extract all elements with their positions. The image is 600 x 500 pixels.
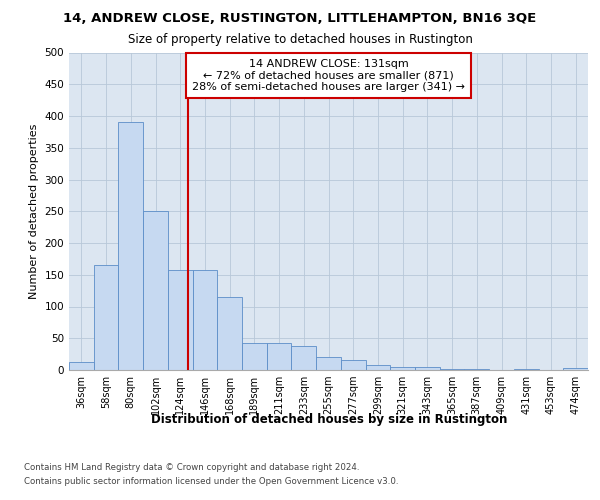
- Bar: [118, 122, 143, 370]
- Text: 14 ANDREW CLOSE: 131sqm
← 72% of detached houses are smaller (871)
28% of semi-d: 14 ANDREW CLOSE: 131sqm ← 72% of detache…: [192, 59, 465, 92]
- Bar: [193, 270, 217, 370]
- Text: Contains public sector information licensed under the Open Government Licence v3: Contains public sector information licen…: [24, 478, 398, 486]
- Bar: [168, 270, 193, 370]
- Bar: [390, 367, 415, 370]
- Bar: [415, 368, 440, 370]
- Y-axis label: Number of detached properties: Number of detached properties: [29, 124, 39, 299]
- Bar: [365, 365, 390, 370]
- Text: Distribution of detached houses by size in Rustington: Distribution of detached houses by size …: [151, 412, 507, 426]
- Text: Size of property relative to detached houses in Rustington: Size of property relative to detached ho…: [128, 32, 472, 46]
- Bar: [316, 358, 341, 370]
- Bar: [341, 360, 365, 370]
- Bar: [440, 368, 464, 370]
- Bar: [143, 211, 168, 370]
- Bar: [242, 342, 267, 370]
- Text: Contains HM Land Registry data © Crown copyright and database right 2024.: Contains HM Land Registry data © Crown c…: [24, 462, 359, 471]
- Bar: [292, 346, 316, 370]
- Bar: [267, 342, 292, 370]
- Bar: [563, 368, 588, 370]
- Text: 14, ANDREW CLOSE, RUSTINGTON, LITTLEHAMPTON, BN16 3QE: 14, ANDREW CLOSE, RUSTINGTON, LITTLEHAMP…: [64, 12, 536, 26]
- Bar: [69, 362, 94, 370]
- Bar: [217, 297, 242, 370]
- Bar: [94, 265, 118, 370]
